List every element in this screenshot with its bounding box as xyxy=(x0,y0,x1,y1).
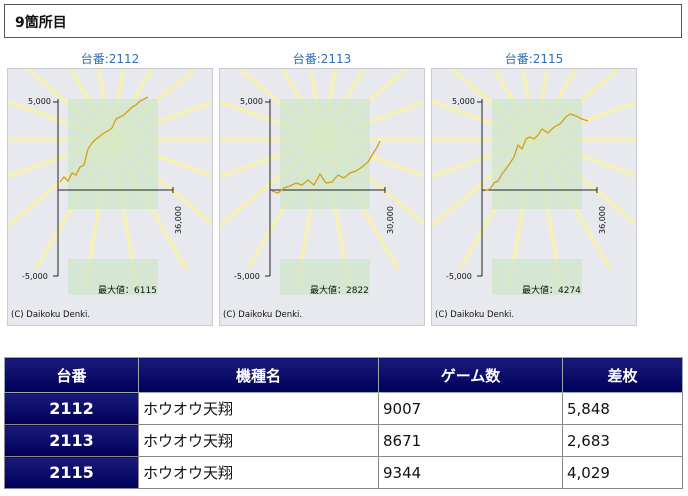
tower-decoration xyxy=(280,99,370,209)
section-header: 9箇所目 xyxy=(4,4,682,38)
max-value-label: 最大値：6115 xyxy=(98,286,157,296)
graph-panel-2115[interactable]: 台番:2115 5,000 -5,000 36,000 最大値：4274 (C)… xyxy=(431,50,637,326)
graph-label[interactable]: 台番:2113 xyxy=(292,52,352,66)
max-value-label: 最大値：4274 xyxy=(522,286,581,296)
slump-line xyxy=(271,140,381,194)
graph-panel-2113[interactable]: 台番:2113 5,000 -5,000 30,000 最大値：2822 (C)… xyxy=(219,50,425,326)
table-header-row: 台番 機種名 ゲーム数 差枚 xyxy=(4,357,683,393)
col-header-diff: 差枚 xyxy=(562,357,683,393)
medal-diff: 4,029 xyxy=(562,456,683,489)
y-bottom-label: -5,000 xyxy=(22,272,48,281)
y-bottom-label: -5,000 xyxy=(446,272,472,281)
graph-label[interactable]: 台番:2115 xyxy=(504,52,564,66)
slump-line xyxy=(59,96,149,183)
x-end-label: 36,000 xyxy=(598,206,607,234)
slump-graph[interactable]: 5,000 -5,000 36,000 最大値：4274 (C) Daikoku… xyxy=(431,68,637,326)
machine-number[interactable]: 2113 xyxy=(4,424,139,457)
col-header-model: 機種名 xyxy=(138,357,379,393)
tower-decoration xyxy=(492,99,582,209)
y-top-label: 5,000 xyxy=(452,97,475,106)
max-value-label: 最大値：2822 xyxy=(310,286,369,296)
y-top-label: 5,000 xyxy=(240,97,263,106)
graph-svg xyxy=(432,69,636,295)
medal-diff: 2,683 xyxy=(562,424,683,457)
y-bottom-label: -5,000 xyxy=(234,272,260,281)
graph-panel-2112[interactable]: 台番:2112 5,000 -5,000 36,000 最大値：6115 (C)… xyxy=(7,50,213,326)
col-header-games: ゲーム数 xyxy=(378,357,563,393)
table-row[interactable]: 2115 ホウオウ天翔 9344 4,029 xyxy=(4,456,683,489)
base-decoration xyxy=(492,259,582,295)
game-count: 9344 xyxy=(378,456,563,489)
slump-line xyxy=(483,113,589,192)
x-end-label: 36,000 xyxy=(174,206,183,234)
machine-table: 台番 機種名 ゲーム数 差枚 2112 ホウオウ天翔 9007 5,848 21… xyxy=(4,357,683,489)
credit-label: (C) Daikoku Denki. xyxy=(223,310,303,320)
machine-number[interactable]: 2112 xyxy=(4,392,139,425)
base-decoration xyxy=(68,259,158,295)
graph-label[interactable]: 台番:2112 xyxy=(80,52,140,66)
machine-number[interactable]: 2115 xyxy=(4,456,139,489)
graph-svg xyxy=(8,69,212,295)
machine-model: ホウオウ天翔 xyxy=(138,424,379,457)
col-header-number: 台番 xyxy=(4,357,139,393)
tower-decoration xyxy=(68,99,158,209)
medal-diff: 5,848 xyxy=(562,392,683,425)
graph-svg xyxy=(220,69,424,295)
y-top-label: 5,000 xyxy=(28,97,51,106)
machine-model: ホウオウ天翔 xyxy=(138,392,379,425)
x-end-label: 30,000 xyxy=(386,206,395,234)
section-title: 9箇所目 xyxy=(15,15,67,31)
base-decoration xyxy=(280,259,370,295)
machine-model: ホウオウ天翔 xyxy=(138,456,379,489)
credit-label: (C) Daikoku Denki. xyxy=(11,310,91,320)
credit-label: (C) Daikoku Denki. xyxy=(435,310,515,320)
table-row[interactable]: 2112 ホウオウ天翔 9007 5,848 xyxy=(4,392,683,425)
table-row[interactable]: 2113 ホウオウ天翔 8671 2,683 xyxy=(4,424,683,457)
slump-graph[interactable]: 5,000 -5,000 36,000 最大値：6115 (C) Daikoku… xyxy=(7,68,213,326)
slump-graph[interactable]: 5,000 -5,000 30,000 最大値：2822 (C) Daikoku… xyxy=(219,68,425,326)
game-count: 9007 xyxy=(378,392,563,425)
game-count: 8671 xyxy=(378,424,563,457)
